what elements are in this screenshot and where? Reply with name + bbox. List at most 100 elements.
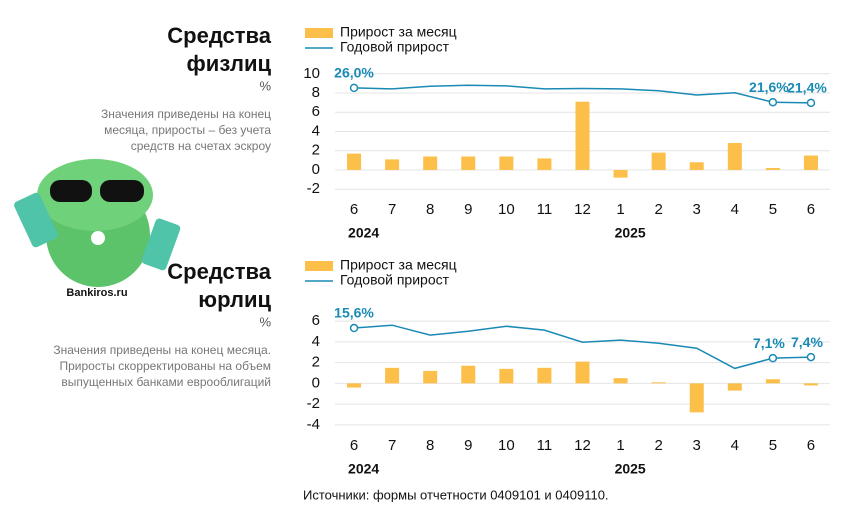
x-tick-label: 2 bbox=[654, 201, 662, 218]
value-label: 26,0% bbox=[334, 65, 374, 81]
mascot-badge bbox=[91, 231, 105, 245]
bar bbox=[499, 368, 514, 384]
bar bbox=[651, 152, 666, 170]
x-tick-label: 1 bbox=[616, 437, 624, 454]
x-tick-label: 4 bbox=[731, 201, 739, 218]
year-label: 2025 bbox=[615, 225, 646, 241]
point bbox=[349, 323, 359, 333]
value-label: 21,6% bbox=[749, 79, 789, 95]
line bbox=[353, 324, 811, 370]
y-tick-label: 4 bbox=[312, 122, 320, 139]
bar bbox=[347, 383, 362, 388]
y-tick-label: 0 bbox=[312, 374, 320, 391]
point bbox=[768, 97, 778, 107]
watermark: Bankiros.ru bbox=[66, 287, 127, 299]
x-tick-label: 11 bbox=[537, 437, 553, 454]
y-tick-label: -4 bbox=[307, 416, 320, 433]
legend-label: Годовой прирост bbox=[340, 272, 450, 288]
unit: % bbox=[259, 314, 271, 329]
point bbox=[768, 353, 778, 363]
note: Значения приведены на конец месяца. bbox=[53, 343, 271, 357]
y-tick-label: 6 bbox=[312, 312, 320, 329]
bar bbox=[689, 383, 704, 413]
note: месяца, приросты – без учета bbox=[104, 123, 271, 137]
x-tick-label: 1 bbox=[616, 201, 624, 218]
legend-swatch bbox=[305, 28, 333, 38]
bar bbox=[385, 367, 400, 384]
bar bbox=[575, 361, 590, 384]
x-tick-label: 4 bbox=[731, 437, 739, 454]
bar bbox=[537, 158, 552, 170]
year-label: 2024 bbox=[348, 461, 379, 477]
chart-title: Средства bbox=[167, 23, 271, 48]
value-label: 15,6% bbox=[334, 305, 374, 321]
legend-label: Годовой прирост bbox=[340, 39, 450, 55]
point bbox=[806, 352, 816, 362]
bar bbox=[727, 143, 742, 170]
bar bbox=[385, 159, 400, 170]
bar bbox=[423, 370, 438, 384]
note: Значения приведены на конец bbox=[101, 107, 271, 121]
mascot-glasses bbox=[100, 180, 144, 202]
year-label: 2024 bbox=[348, 225, 379, 241]
line bbox=[354, 84, 811, 104]
mascot-head bbox=[37, 159, 153, 231]
bar bbox=[727, 383, 742, 391]
chart-title: физлиц bbox=[187, 51, 272, 76]
x-tick-label: 5 bbox=[769, 201, 777, 218]
bar bbox=[537, 367, 552, 384]
x-tick-label: 6 bbox=[350, 201, 358, 218]
x-tick-label: 11 bbox=[537, 201, 553, 218]
value-label: 21,4% bbox=[787, 80, 827, 96]
bar bbox=[613, 378, 628, 384]
x-tick-label: 6 bbox=[807, 201, 815, 218]
bar bbox=[803, 155, 818, 170]
legend-label: Прирост за месяц bbox=[340, 257, 457, 273]
note: средств на счетах эскроу bbox=[131, 139, 271, 153]
y-tick-label: 0 bbox=[312, 161, 320, 178]
x-tick-label: 8 bbox=[426, 437, 434, 454]
x-tick-label: 5 bbox=[769, 437, 777, 454]
mascot: Bankiros.ru bbox=[14, 159, 181, 299]
x-tick-label: 12 bbox=[574, 437, 591, 454]
x-tick-label: 7 bbox=[388, 437, 396, 454]
bar bbox=[423, 156, 438, 170]
y-tick-label: -2 bbox=[307, 180, 320, 197]
note: Приросты скорректированы на объем bbox=[59, 359, 271, 373]
bar bbox=[575, 101, 590, 170]
source: Источники: формы отчетности 0409101 и 04… bbox=[303, 487, 609, 502]
bar bbox=[461, 156, 476, 170]
y-tick-label: 6 bbox=[312, 103, 320, 120]
y-tick-label: 4 bbox=[312, 333, 320, 350]
y-tick-label: -2 bbox=[307, 395, 320, 412]
mascot-money bbox=[141, 218, 181, 271]
year-label: 2025 bbox=[615, 461, 646, 477]
value-label: 7,4% bbox=[791, 334, 823, 350]
note: выпущенных банками еврооблигаций bbox=[61, 375, 271, 389]
x-tick-label: 10 bbox=[498, 437, 515, 454]
y-tick-label: 2 bbox=[312, 354, 320, 371]
bar bbox=[347, 153, 362, 170]
y-tick-label: 2 bbox=[312, 142, 320, 159]
unit: % bbox=[259, 78, 271, 93]
bar bbox=[499, 156, 514, 170]
x-tick-label: 9 bbox=[464, 437, 472, 454]
mascot-glasses bbox=[50, 180, 92, 202]
y-tick-label: 10 bbox=[303, 65, 320, 82]
point bbox=[806, 98, 816, 108]
x-tick-label: 6 bbox=[807, 437, 815, 454]
bar bbox=[803, 383, 818, 386]
bar bbox=[765, 379, 780, 384]
point bbox=[349, 83, 359, 93]
x-tick-label: 8 bbox=[426, 201, 434, 218]
x-tick-label: 3 bbox=[693, 437, 701, 454]
x-tick-label: 7 bbox=[388, 201, 396, 218]
x-tick-label: 6 bbox=[350, 437, 358, 454]
bar bbox=[613, 169, 628, 178]
x-tick-label: 10 bbox=[498, 201, 515, 218]
mascot-money bbox=[14, 192, 58, 248]
bar bbox=[765, 168, 780, 170]
y-tick-label: 8 bbox=[312, 84, 320, 101]
bar bbox=[689, 162, 704, 170]
